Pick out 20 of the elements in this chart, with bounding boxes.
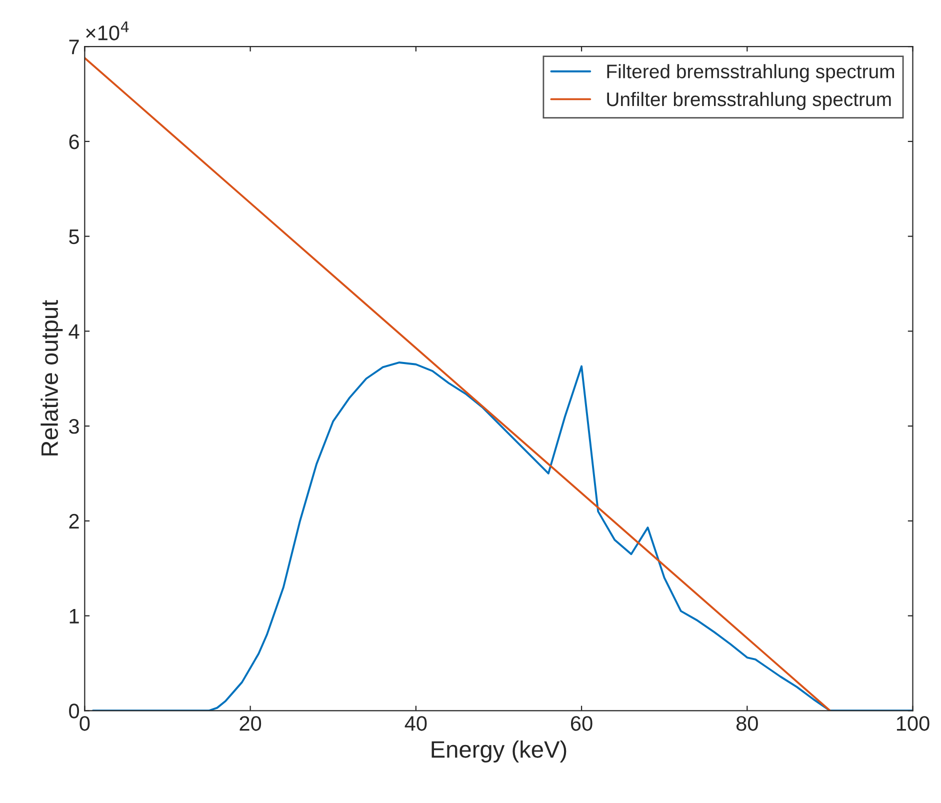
legend-label: Filtered bremsstrahlung spectrum bbox=[607, 64, 894, 82]
y-axis-title: Relative output bbox=[40, 300, 63, 456]
line-series bbox=[92, 362, 913, 711]
y-tick-label: 7 bbox=[69, 40, 79, 54]
x-tick-label: 80 bbox=[736, 716, 758, 731]
x-axis-title: Energy (keV) bbox=[432, 740, 566, 762]
y-tick-label: 5 bbox=[69, 230, 79, 244]
x-tick-label: 40 bbox=[404, 716, 427, 731]
y-tick-label: 1 bbox=[70, 609, 79, 624]
y-tick-label: 2 bbox=[69, 514, 79, 528]
y-tick-label: 6 bbox=[69, 134, 79, 150]
x-tick-label: 20 bbox=[240, 716, 262, 731]
x-tick-label: 60 bbox=[571, 716, 592, 731]
x-tick-label: 100 bbox=[896, 716, 930, 731]
y-tick-label: 4 bbox=[68, 324, 80, 339]
y-tick-label: 3 bbox=[69, 419, 79, 434]
x-tick-label: 0 bbox=[80, 716, 90, 731]
legend-label: Unfilter bremsstrahlung spectrum bbox=[607, 92, 891, 110]
y-tick-label: 0 bbox=[69, 704, 80, 718]
text: ×10$^{4}$ bbox=[86, 22, 129, 40]
